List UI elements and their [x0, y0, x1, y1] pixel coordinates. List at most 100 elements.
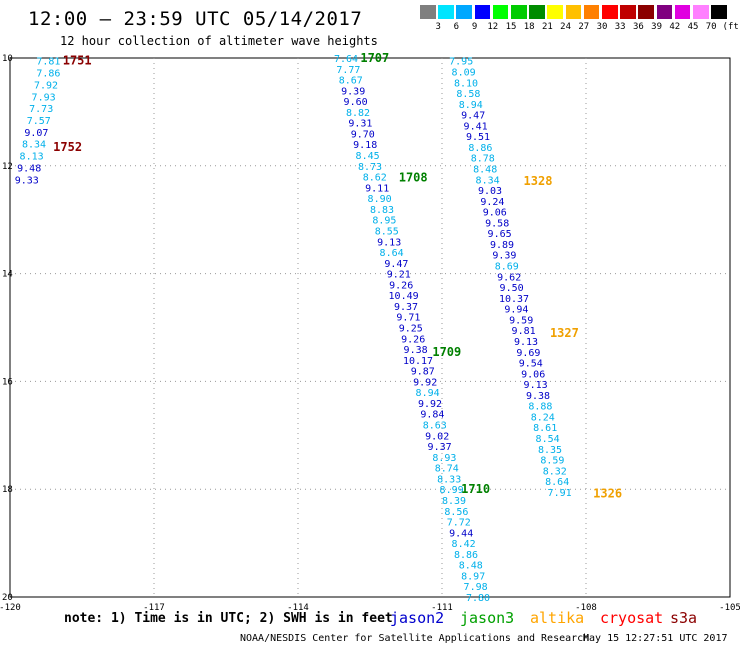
wave-height-reading: 9.47 [384, 259, 408, 270]
legend-swatch [547, 5, 563, 19]
legend-label: 15 [505, 22, 517, 32]
legend-label: 21 [541, 22, 553, 32]
pass-time-label: 1327 [550, 326, 579, 340]
wave-height-reading: 9.60 [344, 97, 368, 108]
wave-height-reading: 9.94 [504, 305, 528, 316]
wave-height-reading: 8.95 [372, 216, 396, 227]
wave-height-reading: 9.25 [399, 324, 423, 335]
wave-height-reading: 8.48 [473, 164, 497, 175]
generated-timestamp: May 15 12:27:51 UTC 2017 [583, 633, 728, 644]
wave-height-reading: 9.03 [478, 186, 502, 197]
map-subtitle: 12 hour collection of altimeter wave hei… [60, 34, 378, 48]
legend-swatch [693, 5, 709, 19]
wave-height-reading: 9.58 [485, 218, 509, 229]
wave-height-reading: 8.63 [423, 421, 447, 432]
credit-line: NOAA/NESDIS Center for Satellite Applica… [240, 633, 590, 644]
legend-swatch [711, 5, 727, 19]
wave-height-reading: 9.06 [483, 208, 507, 219]
wave-height-reading: 9.70 [351, 129, 375, 140]
legend-swatch [420, 5, 436, 19]
wave-height-reading: 8.56 [444, 507, 468, 518]
wave-height-reading: 9.26 [389, 280, 413, 291]
wave-height-reading: 9.31 [348, 119, 372, 130]
wave-height-reading: 9.13 [514, 337, 538, 348]
wave-height-reading: 8.73 [358, 162, 382, 173]
legend-swatch [674, 5, 691, 19]
wave-height-reading: 8.83 [370, 205, 394, 216]
wave-height-reading: 8.67 [339, 76, 363, 87]
legend-swatch [656, 5, 673, 19]
wave-height-reading: 8.24 [531, 412, 555, 423]
y-tick-label: 10 [2, 54, 13, 64]
legend-swatch [492, 5, 509, 19]
wave-height-reading: 8.78 [471, 154, 495, 165]
wave-height-reading: 9.13 [377, 237, 401, 248]
legend-label: 36 [632, 22, 644, 32]
legend-swatch [529, 5, 545, 19]
wave-height-reading: 9.41 [464, 121, 488, 132]
wave-height-reading: 9.89 [490, 240, 514, 251]
wave-height-reading: 8.90 [368, 194, 392, 205]
wave-height-reading: 8.32 [543, 466, 567, 477]
legend-label: 6 [453, 22, 460, 32]
wave-height-reading: 8.54 [536, 434, 560, 445]
satellite-name: jason3 [460, 609, 515, 627]
wave-height-reading: 9.50 [500, 283, 524, 294]
wave-height-reading: 8.42 [452, 539, 476, 550]
wave-height-reading: 8.74 [435, 464, 459, 475]
pass-time-label: 1328 [524, 174, 553, 188]
wave-height-reading: 9.51 [466, 132, 490, 143]
wave-height-reading: 8.62 [363, 173, 387, 184]
pass-time-label: 1751 [63, 54, 92, 68]
wave-height-reading: 9.02 [425, 431, 449, 442]
pass-time-label: 1708 [399, 171, 428, 185]
legend-swatch [456, 5, 472, 19]
legend-swatch [620, 5, 636, 19]
x-tick-label: -120 [0, 603, 21, 613]
wave-height-reading: 9.69 [516, 348, 540, 359]
wave-height-reading: 8.10 [454, 78, 478, 89]
y-tick-label: 14 [2, 270, 13, 280]
wave-height-reading: 8.33 [437, 474, 461, 485]
wave-height-reading: 9.18 [353, 140, 377, 151]
wave-height-reading: 10.37 [499, 294, 529, 305]
wave-height-reading: 8.64 [545, 477, 569, 488]
legend-swatch [511, 5, 527, 19]
wave-height-reading: 8.59 [540, 456, 564, 467]
wave-height-reading: 8.82 [346, 108, 370, 119]
legend-label: 39 [651, 22, 663, 32]
wave-height-reading: 7.86 [36, 69, 60, 80]
y-tick-label: 16 [2, 377, 13, 387]
wave-height-reading: 7.80 [466, 593, 490, 604]
footnote: note: 1) Time is in UTC; 2) SWH is in fe… [64, 611, 393, 626]
wave-height-reading: 9.84 [420, 410, 444, 421]
legend-swatch [474, 5, 491, 19]
y-tick-label: 18 [2, 485, 13, 495]
wave-height-reading: 9.06 [521, 369, 545, 380]
wave-height-reading: 8.55 [375, 226, 399, 237]
wave-height-reading: 9.11 [365, 183, 389, 194]
satellite-name: jason2 [390, 609, 445, 627]
legend-label: 3 [435, 22, 441, 32]
wave-height-reading: 8.34 [22, 140, 46, 151]
legend-label: 33 [614, 22, 626, 32]
satellite-name: s3a [670, 609, 698, 627]
wave-height-reading: 7.72 [447, 518, 471, 529]
wave-height-reading: 9.13 [524, 380, 548, 391]
wave-height-reading: 7.95 [449, 57, 473, 68]
wave-height-reading: 9.87 [411, 367, 435, 378]
wave-height-reading: 8.69 [495, 262, 519, 273]
wave-height-reading: 9.38 [404, 345, 428, 356]
wave-height-reading: 9.39 [492, 251, 516, 262]
wave-height-reading: 9.71 [396, 313, 420, 324]
wave-height-reading: 7.81 [36, 57, 60, 68]
wave-height-reading: 8.86 [468, 143, 492, 154]
wave-height-reading: 8.09 [452, 67, 476, 78]
map-frame [9, 57, 731, 598]
wave-height-reading: 7.98 [464, 582, 488, 593]
wave-height-reading: 8.13 [20, 152, 44, 163]
wave-height-reading: 9.37 [428, 442, 452, 453]
wave-height-reading: 8.61 [533, 423, 557, 434]
satellite-name: altika [530, 609, 585, 627]
